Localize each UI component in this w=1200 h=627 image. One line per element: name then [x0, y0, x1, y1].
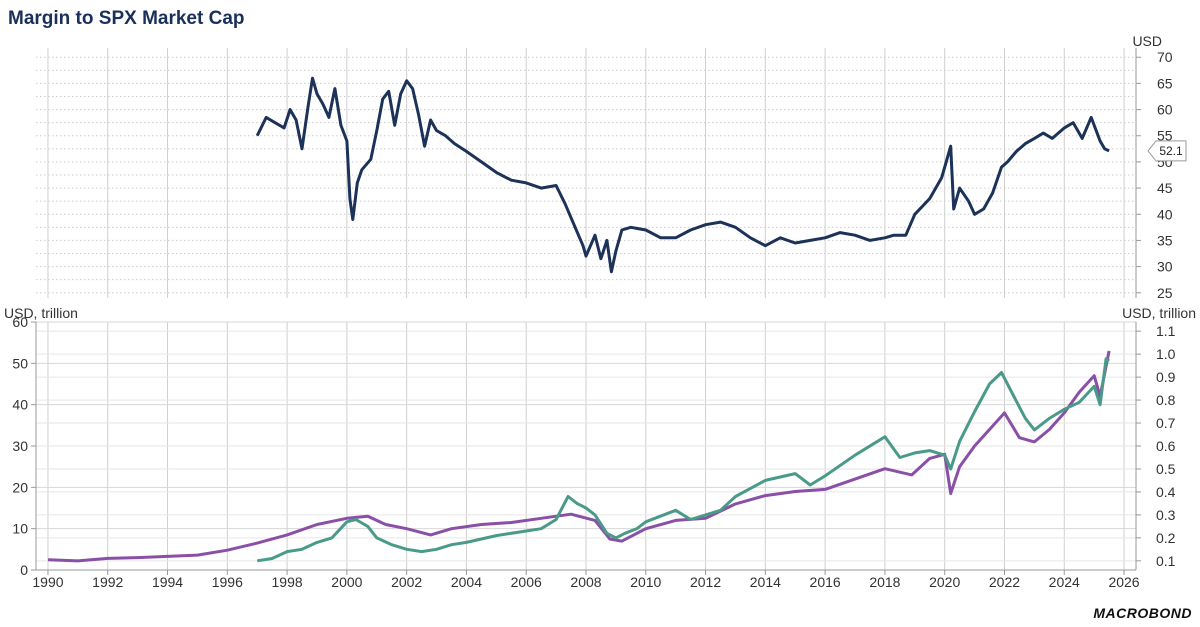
top-y-tick-label: 70	[1157, 49, 1173, 65]
x-tick-label: 2022	[989, 574, 1020, 590]
x-tick-label: 1998	[272, 574, 303, 590]
x-tick-label: 2026	[1108, 574, 1139, 590]
top-gridlines	[36, 48, 1136, 298]
bottom-right-tick-label: 1.0	[1156, 346, 1176, 362]
x-tick-label: 2000	[331, 574, 362, 590]
top-y-unit-label: USD	[1132, 33, 1162, 49]
x-tick-label: 2004	[451, 574, 482, 590]
top-y-tick-label: 40	[1157, 206, 1173, 222]
brand-logo: MACROBOND	[1093, 605, 1192, 621]
bottom-left-tick-label: 60	[12, 314, 28, 330]
bottom-right-tick-label: 0.7	[1156, 415, 1176, 431]
bottom-right-y-axis: 0.1 0.2 0.3 0.4 0.5 0.6 0.7 0.8 0.9 1.0 1.1	[1135, 322, 1176, 570]
x-tick-label: 2020	[929, 574, 960, 590]
top-series	[255, 76, 1110, 274]
x-tick-label: 2010	[630, 574, 661, 590]
x-tick-label: 2008	[570, 574, 601, 590]
bottom-right-tick-label: 0.3	[1156, 507, 1176, 523]
bottom-left-tick-label: 30	[12, 438, 28, 454]
x-tick-label: 1990	[32, 574, 63, 590]
top-y-tick-label: 55	[1157, 128, 1173, 144]
bottom-right-tick-label: 0.2	[1156, 530, 1176, 546]
bottom-right-tick-label: 0.9	[1156, 369, 1176, 385]
bottom-left-unit-label: USD, trillion	[4, 305, 78, 321]
bottom-series	[47, 350, 1111, 563]
x-tick-label: 1996	[212, 574, 243, 590]
x-tick-label: 1994	[152, 574, 183, 590]
x-tick-label: 2018	[869, 574, 900, 590]
x-tick-label: 2006	[511, 574, 542, 590]
top-y-tick-label: 45	[1157, 180, 1173, 196]
x-tick-label: 1992	[92, 574, 123, 590]
bottom-left-tick-label: 20	[12, 479, 28, 495]
bottom-left-tick-label: 50	[12, 355, 28, 371]
last-value-box	[1147, 140, 1187, 162]
bottom-right-tick-label: 0.4	[1156, 484, 1176, 500]
top-y-tick-label: 30	[1157, 259, 1173, 275]
top-y-tick-label: 65	[1157, 75, 1173, 91]
bottom-gridlines	[36, 321, 1136, 571]
top-y-tick-label: 60	[1157, 102, 1173, 118]
series-line-margin-to-spx	[255, 76, 1110, 274]
last-value-callout: 52.1	[1147, 140, 1187, 162]
x-tick-label: 2002	[391, 574, 422, 590]
series-line-margin-debt	[256, 357, 1111, 563]
bottom-left-tick-label: 40	[12, 397, 28, 413]
x-tick-label: 2014	[750, 574, 781, 590]
bottom-left-tick-label: 0	[20, 562, 28, 578]
x-tick-label: 2012	[690, 574, 721, 590]
last-value-text: 52.1	[1159, 144, 1183, 158]
bottom-right-tick-label: 0.8	[1156, 392, 1176, 408]
chart-title: Margin to SPX Market Cap	[8, 8, 245, 29]
x-axis: 1990 1992 1994 1996 1998 2000 2002 2004 2006 2008…	[32, 569, 1140, 590]
top-y-tick-label: 25	[1157, 285, 1173, 301]
top-y-tick-label: 35	[1157, 232, 1173, 248]
bottom-right-unit-label: USD, trillion	[1122, 305, 1196, 321]
bottom-left-y-axis: 0 10 20 30 40 50 60	[12, 314, 37, 578]
bottom-right-tick-label: 0.5	[1156, 461, 1176, 477]
bottom-right-tick-label: 1.1	[1156, 323, 1176, 339]
x-tick-label: 2016	[810, 574, 841, 590]
bottom-left-tick-label: 10	[12, 521, 28, 537]
x-tick-label: 2024	[1049, 574, 1080, 590]
bottom-right-tick-label: 0.1	[1156, 553, 1176, 569]
bottom-right-tick-label: 0.6	[1156, 438, 1176, 454]
series-line-spx-market-cap	[47, 350, 1111, 563]
